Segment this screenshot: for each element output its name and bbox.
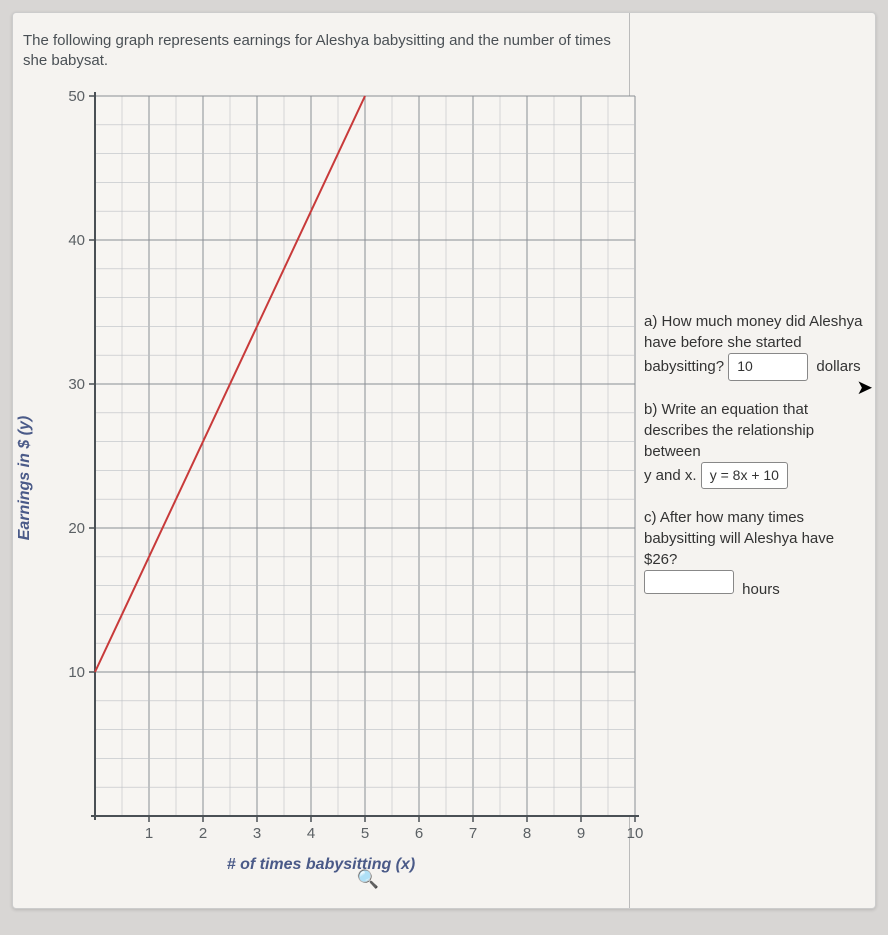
svg-text:2: 2	[199, 825, 207, 842]
svg-text:20: 20	[68, 520, 85, 537]
question-a-prefix: a)	[644, 313, 657, 330]
answer-b-input[interactable]: y = 8x + 10	[701, 462, 788, 490]
svg-text:10: 10	[68, 664, 85, 681]
svg-text:1: 1	[145, 825, 153, 842]
svg-text:40: 40	[68, 232, 85, 249]
worksheet-page: The following graph represents earnings …	[12, 12, 876, 909]
question-a-text2: babysitting?	[644, 358, 724, 375]
svg-text:6: 6	[415, 825, 423, 842]
question-c: c) After how many times babysitting will…	[644, 507, 863, 600]
x-axis-label: # of times babysitting (x)	[23, 856, 619, 874]
answer-c-input[interactable]	[644, 570, 734, 594]
answer-a-input[interactable]: 10	[728, 353, 808, 381]
question-a: a) How much money did Aleshya have befor…	[644, 311, 863, 381]
chart-container: Earnings in $ (y) 123456789101020304050 …	[23, 78, 619, 878]
answer-a-unit: dollars	[816, 358, 860, 375]
svg-text:4: 4	[307, 825, 315, 842]
question-a-text: How much money did Aleshya have before s…	[644, 313, 862, 351]
left-panel: The following graph represents earnings …	[13, 13, 630, 908]
svg-text:7: 7	[469, 825, 477, 842]
question-b-text2: y and x.	[644, 467, 697, 484]
intro-text: The following graph represents earnings …	[23, 31, 619, 72]
zoom-icon[interactable]: 🔍	[357, 869, 379, 890]
question-c-prefix: c)	[644, 509, 657, 526]
cursor-icon: ➤	[856, 375, 873, 400]
svg-text:5: 5	[361, 825, 369, 842]
svg-text:3: 3	[253, 825, 261, 842]
svg-text:30: 30	[68, 376, 85, 393]
svg-text:50: 50	[68, 88, 85, 105]
svg-text:8: 8	[523, 825, 531, 842]
question-b: b) Write an equation that describes the …	[644, 399, 863, 490]
question-b-prefix: b)	[644, 401, 657, 418]
answer-c-unit: hours	[742, 581, 780, 598]
svg-text:9: 9	[577, 825, 585, 842]
right-panel: a) How much money did Aleshya have befor…	[630, 13, 875, 908]
svg-text:10: 10	[627, 825, 643, 842]
question-c-text: After how many times babysitting will Al…	[644, 509, 834, 568]
question-b-text: Write an equation that describes the rel…	[644, 401, 814, 460]
line-chart: 1 2 3 4 5 6 7 8 9 10 10 20 30 40 50	[23, 78, 643, 856]
